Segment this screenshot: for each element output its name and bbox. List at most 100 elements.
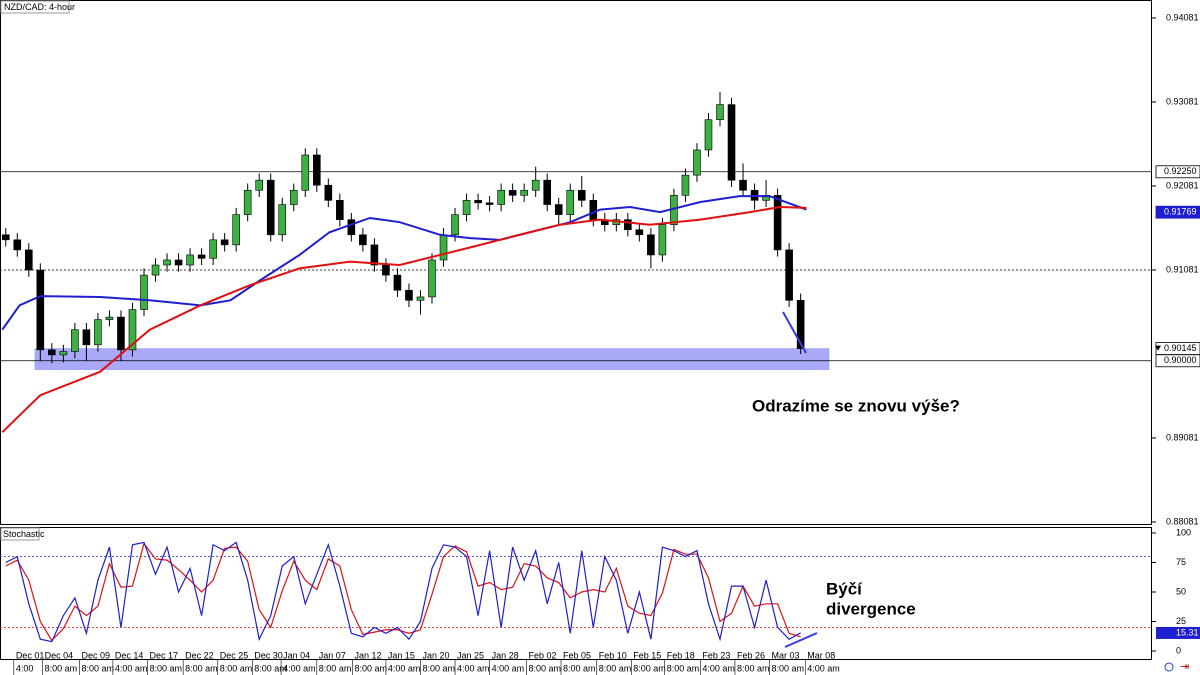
candle-body: [278, 204, 287, 236]
candle-body: [428, 259, 436, 298]
x-tick-label: Dec 04: [45, 650, 74, 660]
price-marker-label: 0.91769: [1164, 207, 1197, 217]
candle-body: [370, 244, 379, 266]
x-tick-label: Feb 23: [702, 650, 730, 660]
price-marker-label: 0.90145: [1164, 343, 1197, 353]
stoch-divergence-line: [784, 632, 818, 648]
stoch-annotation: divergence: [826, 599, 916, 618]
x-tick-label: Jan 15: [388, 650, 415, 660]
candle-body: [209, 239, 217, 259]
x-tick-label: Dec 14: [115, 650, 144, 660]
x-tick-label: Mar 03: [772, 650, 800, 660]
candle-body: [13, 239, 22, 251]
candle-body: [220, 239, 229, 246]
x-tick-time: 4:00 am: [283, 663, 316, 673]
x-tick-time: 8:00 am: [667, 663, 700, 673]
x-tick-time: 8:00 am: [563, 663, 596, 673]
stoch-pane-frame: [0, 527, 1152, 660]
price-pane-frame: [0, 0, 1152, 525]
x-tick-time: 8:00 am: [220, 663, 253, 673]
candle-body: [554, 204, 563, 215]
candle-body: [128, 309, 137, 351]
chart-title: NZD/CAD: 4-hour: [4, 2, 75, 12]
candle-body: [716, 104, 724, 121]
y-tick-label: 0.89081: [1166, 432, 1199, 442]
candle-body: [140, 274, 148, 310]
candle-body: [24, 249, 33, 271]
x-tick-label: Jan 25: [457, 650, 484, 660]
candle-body: [635, 229, 644, 236]
support-zone: [34, 348, 830, 371]
candle-body: [163, 259, 171, 266]
stoch-y-tick-label: 75: [1176, 557, 1186, 567]
stoch-marker-box: [1156, 626, 1200, 639]
candle-body: [508, 189, 517, 196]
x-tick-label: Jan 04: [283, 650, 310, 660]
x-tick-label: Mar 08: [807, 650, 835, 660]
price-marker-label: 0.90000: [1164, 355, 1197, 365]
price-divergence-line: [782, 311, 807, 354]
price-marker-box: [1155, 205, 1200, 219]
candle-body: [382, 264, 390, 276]
scroll-icon[interactable]: ⇥: [1180, 661, 1189, 673]
candle-body: [531, 179, 540, 191]
x-tick-time: 8:00 am: [319, 663, 352, 673]
candle-body: [359, 234, 367, 246]
price-marker-label: 0.92250: [1164, 166, 1197, 176]
candle-body: [543, 179, 552, 205]
x-tick-time: 8:00 am: [772, 663, 805, 673]
candle-body: [243, 189, 252, 215]
x-tick-time: 4:00 am: [807, 663, 840, 673]
x-tick-label: Feb 10: [599, 650, 627, 660]
stoch-line: [5, 541, 801, 643]
candle-body: [739, 179, 747, 191]
x-tick-time: 4:00 am: [702, 663, 735, 673]
candle-body: [301, 154, 310, 191]
price-marker-arrow: [1155, 345, 1161, 351]
x-tick-label: Dec 25: [220, 650, 249, 660]
price-annotation: Odrazíme se znovu výše?: [752, 396, 960, 415]
candle-body: [347, 219, 356, 236]
x-tick-time: 4:00: [16, 663, 34, 673]
x-tick-label: Dec 17: [149, 650, 178, 660]
stoch-y-tick-label: 0: [1176, 645, 1181, 655]
stoch-title-box: [0, 527, 40, 541]
x-tick-time: 8:00 am: [185, 663, 218, 673]
x-tick-label: Feb 18: [667, 650, 695, 660]
candle-body: [439, 234, 448, 261]
candle-body: [336, 200, 344, 220]
x-tick-label: Dec 09: [81, 650, 110, 660]
candle-body: [174, 259, 183, 266]
candle-body: [151, 264, 160, 276]
y-tick-label: 0.91081: [1166, 264, 1199, 274]
x-tick-time: 8:00 am: [81, 663, 114, 673]
stoch-title: Stochastic: [3, 529, 45, 539]
candle-body: [796, 299, 805, 349]
candle-body: [785, 249, 793, 301]
candle-body: [82, 329, 91, 346]
candle-body: [255, 179, 263, 191]
x-tick-label: Feb 02: [528, 650, 556, 660]
x-tick-time: 8:00 am: [599, 663, 632, 673]
candle-body: [520, 189, 528, 196]
candle-body: [59, 351, 68, 356]
x-tick-time: 8:00 am: [528, 663, 561, 673]
candle-body: [624, 219, 632, 231]
candle-body: [48, 349, 56, 356]
candle-body: [589, 200, 598, 220]
candle-body: [36, 269, 45, 351]
y-tick-label: 0.88081: [1166, 516, 1199, 526]
x-tick-label: Dec 22: [185, 650, 214, 660]
candle-body: [393, 274, 402, 291]
stoch-y-tick-label: 50: [1176, 586, 1186, 596]
x-tick-label: Feb 15: [633, 650, 661, 660]
y-tick-label: 0.93081: [1166, 96, 1199, 106]
link-icon[interactable]: [1164, 662, 1174, 672]
candle-body: [324, 184, 333, 201]
plot-layer: 0.94081 0.93081 0.92081 0.91081 0.89081 0.880…: [0, 12, 1200, 675]
candle-body: [232, 214, 240, 246]
candle-body: [462, 200, 471, 215]
stoch-marker-label: 15.31: [1176, 627, 1199, 637]
